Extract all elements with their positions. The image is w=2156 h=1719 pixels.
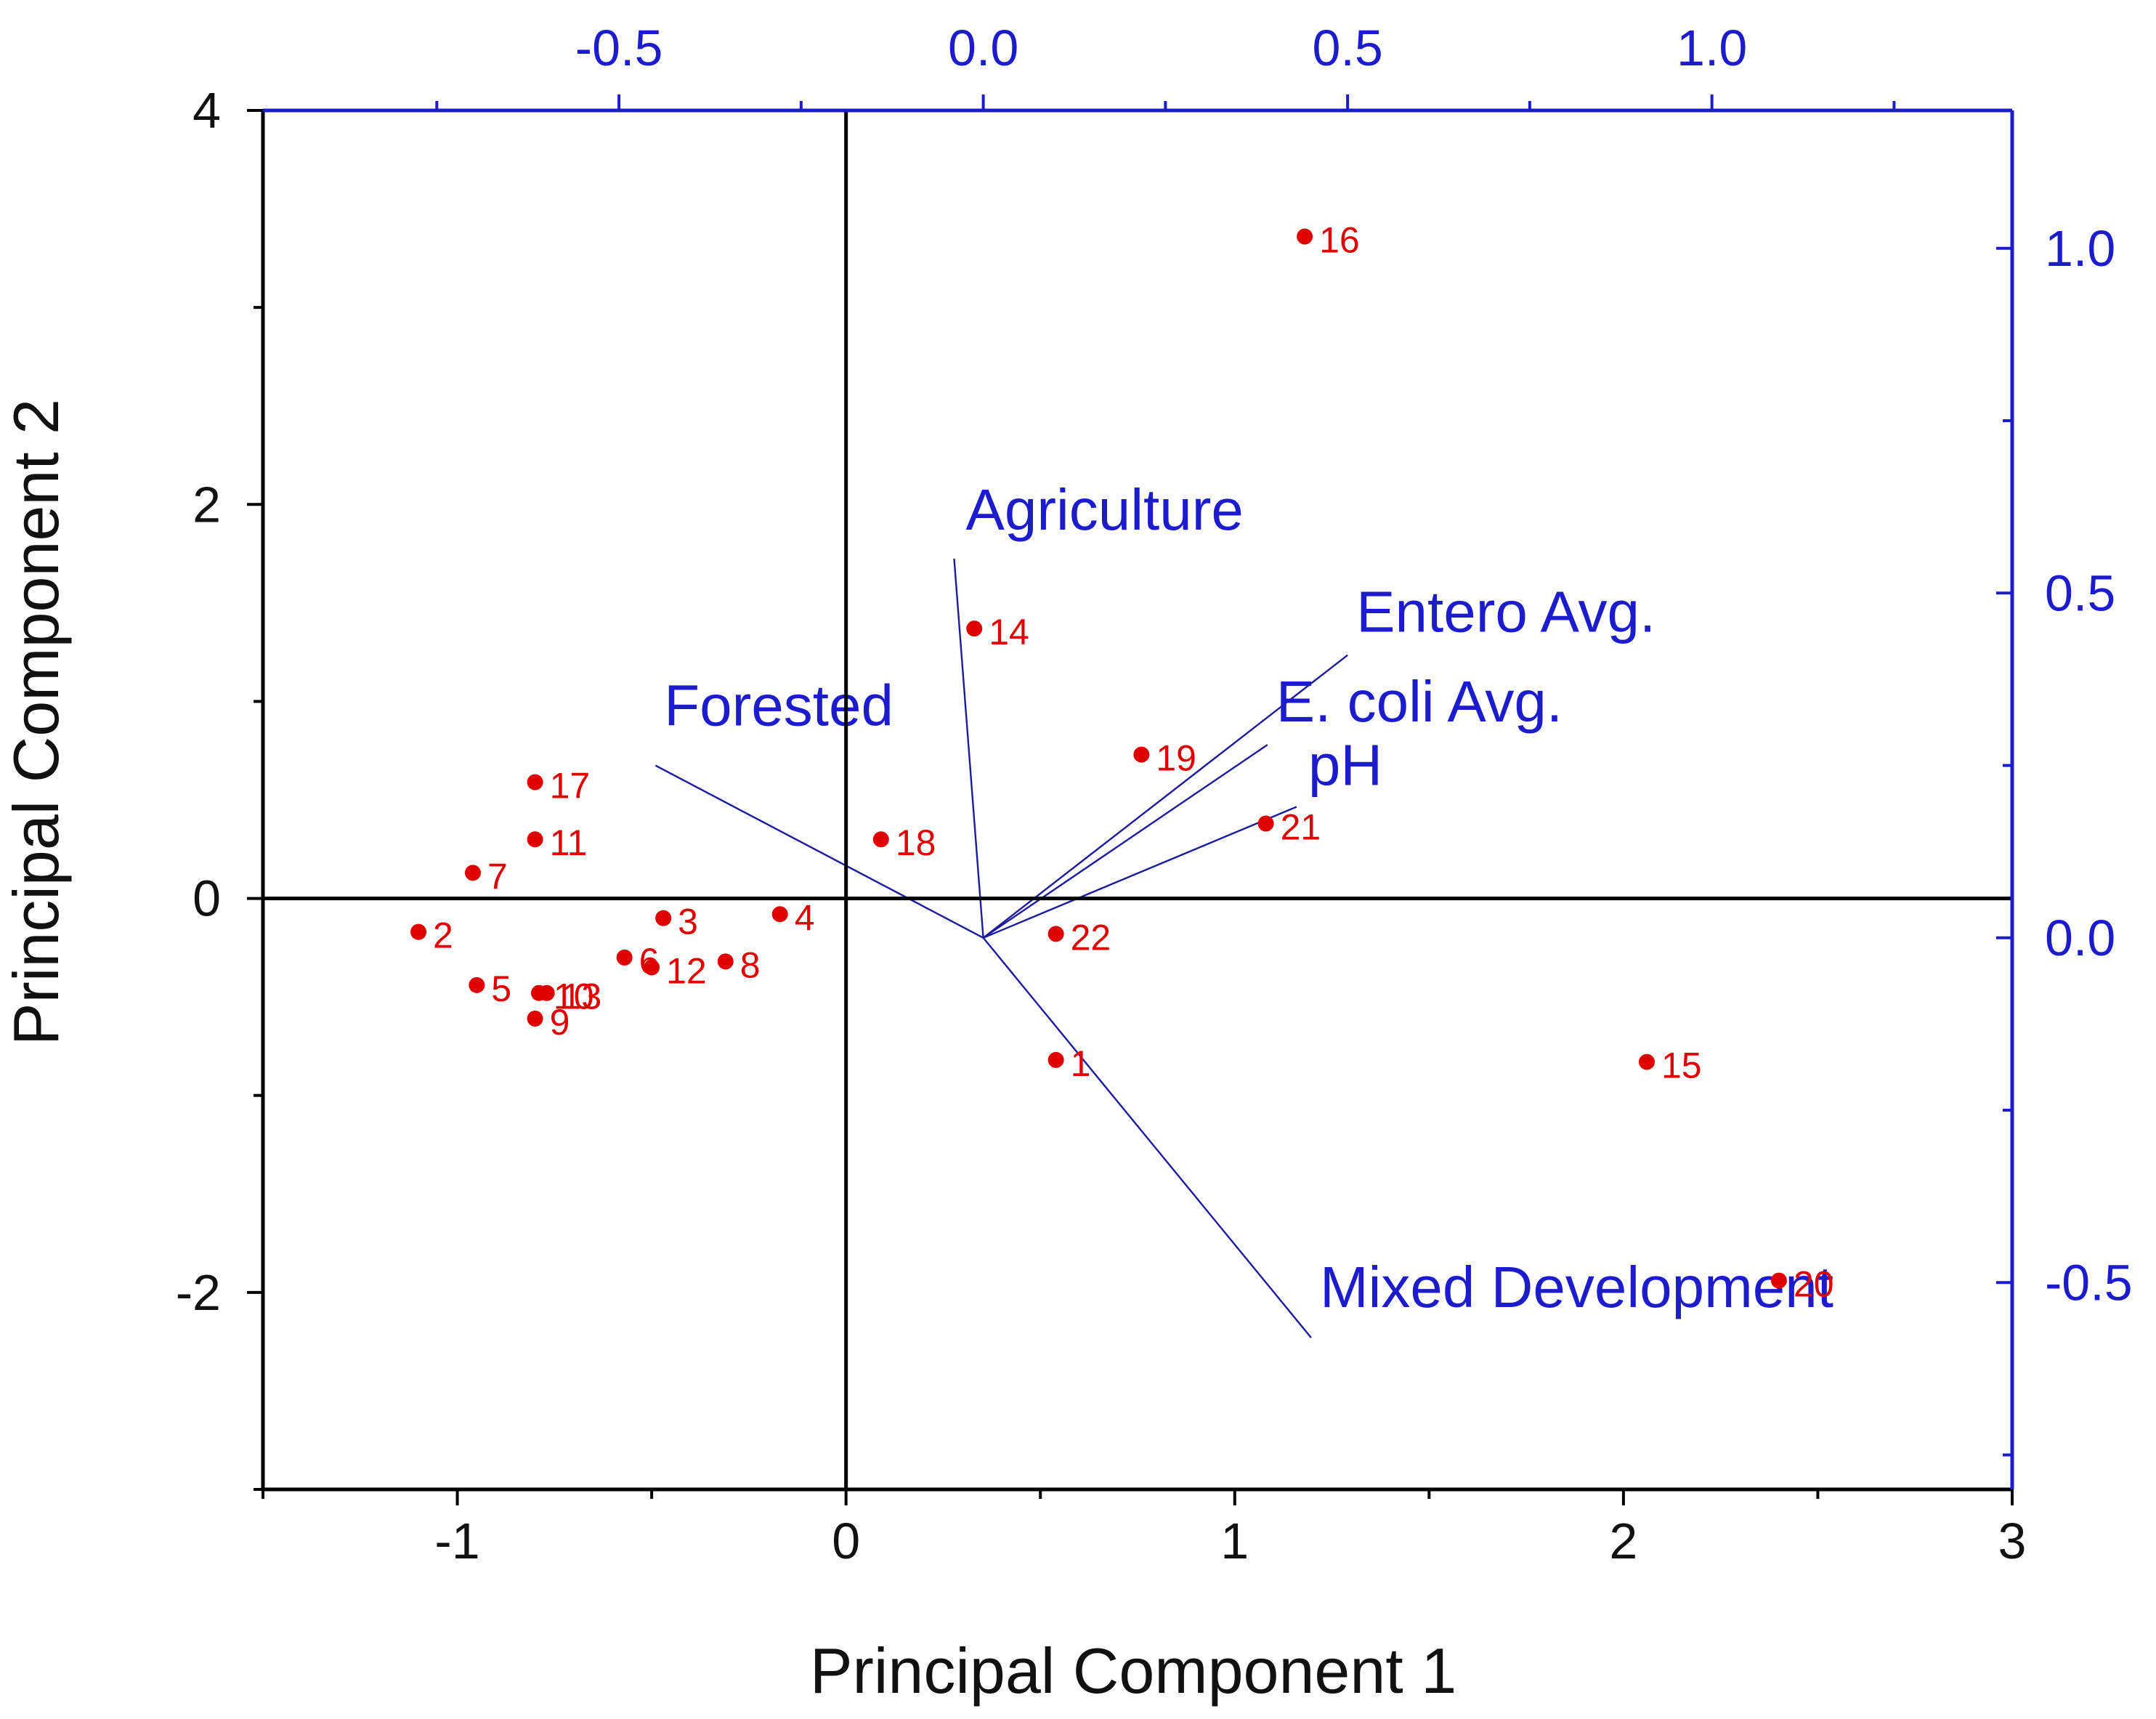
point-12 xyxy=(644,959,660,976)
point-label-21: 21 xyxy=(1281,807,1321,848)
score-points: 12345678910111213141516171819202122 xyxy=(410,220,1834,1305)
y2-tick-label: -0.5 xyxy=(2045,1254,2133,1311)
loading-label-0: Agriculture xyxy=(965,477,1243,542)
point-label-2: 2 xyxy=(433,915,453,956)
loading-label-4: pH xyxy=(1308,732,1382,797)
point-21 xyxy=(1257,815,1274,832)
y2-tick-label: 0.5 xyxy=(2045,565,2115,621)
plot-frame xyxy=(261,108,2014,1492)
x-tick-label: 1 xyxy=(1220,1513,1249,1569)
point-4 xyxy=(771,906,788,923)
y2-tick-label: 1.0 xyxy=(2045,220,2115,277)
point-label-20: 20 xyxy=(1794,1264,1834,1305)
point-20 xyxy=(1770,1272,1787,1289)
loading-vector-5 xyxy=(982,937,1312,1338)
point-19 xyxy=(1133,746,1150,763)
point-17 xyxy=(527,774,543,790)
y2-tick-label: 0.0 xyxy=(2045,910,2115,966)
point-label-11: 11 xyxy=(550,822,588,863)
point-label-4: 4 xyxy=(795,897,815,938)
x-tick-label: 2 xyxy=(1609,1513,1637,1569)
x2-tick-label: 1.0 xyxy=(1677,20,1747,76)
point-label-12: 12 xyxy=(666,950,707,991)
point-13 xyxy=(538,984,555,1001)
point-label-18: 18 xyxy=(896,822,936,863)
x-tick-label: 3 xyxy=(1998,1513,2027,1569)
loading-vector-3 xyxy=(982,744,1268,939)
point-15 xyxy=(1638,1053,1655,1070)
x-tick-label: 0 xyxy=(832,1513,860,1569)
x2-tick-label: -0.5 xyxy=(575,20,663,76)
point-label-9: 9 xyxy=(550,1002,570,1043)
loading-vector-4 xyxy=(983,806,1297,939)
point-9 xyxy=(527,1010,543,1027)
loading-label-5: Mixed Development xyxy=(1320,1255,1833,1319)
point-11 xyxy=(527,831,543,848)
y-tick-label: 2 xyxy=(192,476,221,533)
point-7 xyxy=(464,865,481,881)
zero-lines xyxy=(263,110,2012,1489)
loading-label-2: Entero Avg. xyxy=(1356,580,1655,644)
point-label-19: 19 xyxy=(1156,738,1196,779)
loading-vectors: Agriculture Forested Entero Avg. E. coli Av… xyxy=(654,477,1833,1338)
x-axis-title: Principal Component 1 xyxy=(810,1635,1456,1707)
point-label-16: 16 xyxy=(1319,220,1360,261)
point-18 xyxy=(872,831,889,848)
point-22 xyxy=(1047,926,1064,942)
point-label-13: 13 xyxy=(562,976,602,1017)
point-label-1: 1 xyxy=(1071,1043,1091,1084)
loading-vector-0 xyxy=(953,558,984,938)
y-tick-label: -2 xyxy=(176,1264,221,1321)
x2-tick-label: 0.0 xyxy=(948,20,1018,76)
point-8 xyxy=(717,953,734,970)
point-label-7: 7 xyxy=(487,856,508,897)
point-label-10: 10 xyxy=(554,976,594,1017)
point-label-5: 5 xyxy=(491,968,511,1009)
loading-vector-2 xyxy=(982,654,1348,939)
point-label-14: 14 xyxy=(989,612,1029,652)
point-label-22: 22 xyxy=(1071,917,1111,958)
point-label-17: 17 xyxy=(550,766,591,806)
point-16 xyxy=(1297,228,1313,245)
y-tick-label: 4 xyxy=(192,82,221,139)
x2-tick-label: 0.5 xyxy=(1312,20,1382,76)
point-label-3: 3 xyxy=(678,902,698,942)
x-tick-label: -1 xyxy=(434,1513,479,1569)
point-2 xyxy=(410,923,427,940)
point-3 xyxy=(655,910,672,926)
point-label-8: 8 xyxy=(740,945,761,985)
loading-label-3: E. coli Avg. xyxy=(1276,669,1563,734)
point-6 xyxy=(616,949,633,966)
y-axis-title: Principal Component 2 xyxy=(0,399,72,1045)
point-label-15: 15 xyxy=(1661,1045,1702,1086)
point-5 xyxy=(469,976,485,993)
y-tick-label: 0 xyxy=(192,870,221,927)
point-1 xyxy=(1047,1051,1064,1068)
point-14 xyxy=(966,620,983,637)
loading-label-1: Forested xyxy=(664,674,893,738)
loading-vector-1 xyxy=(654,764,984,939)
